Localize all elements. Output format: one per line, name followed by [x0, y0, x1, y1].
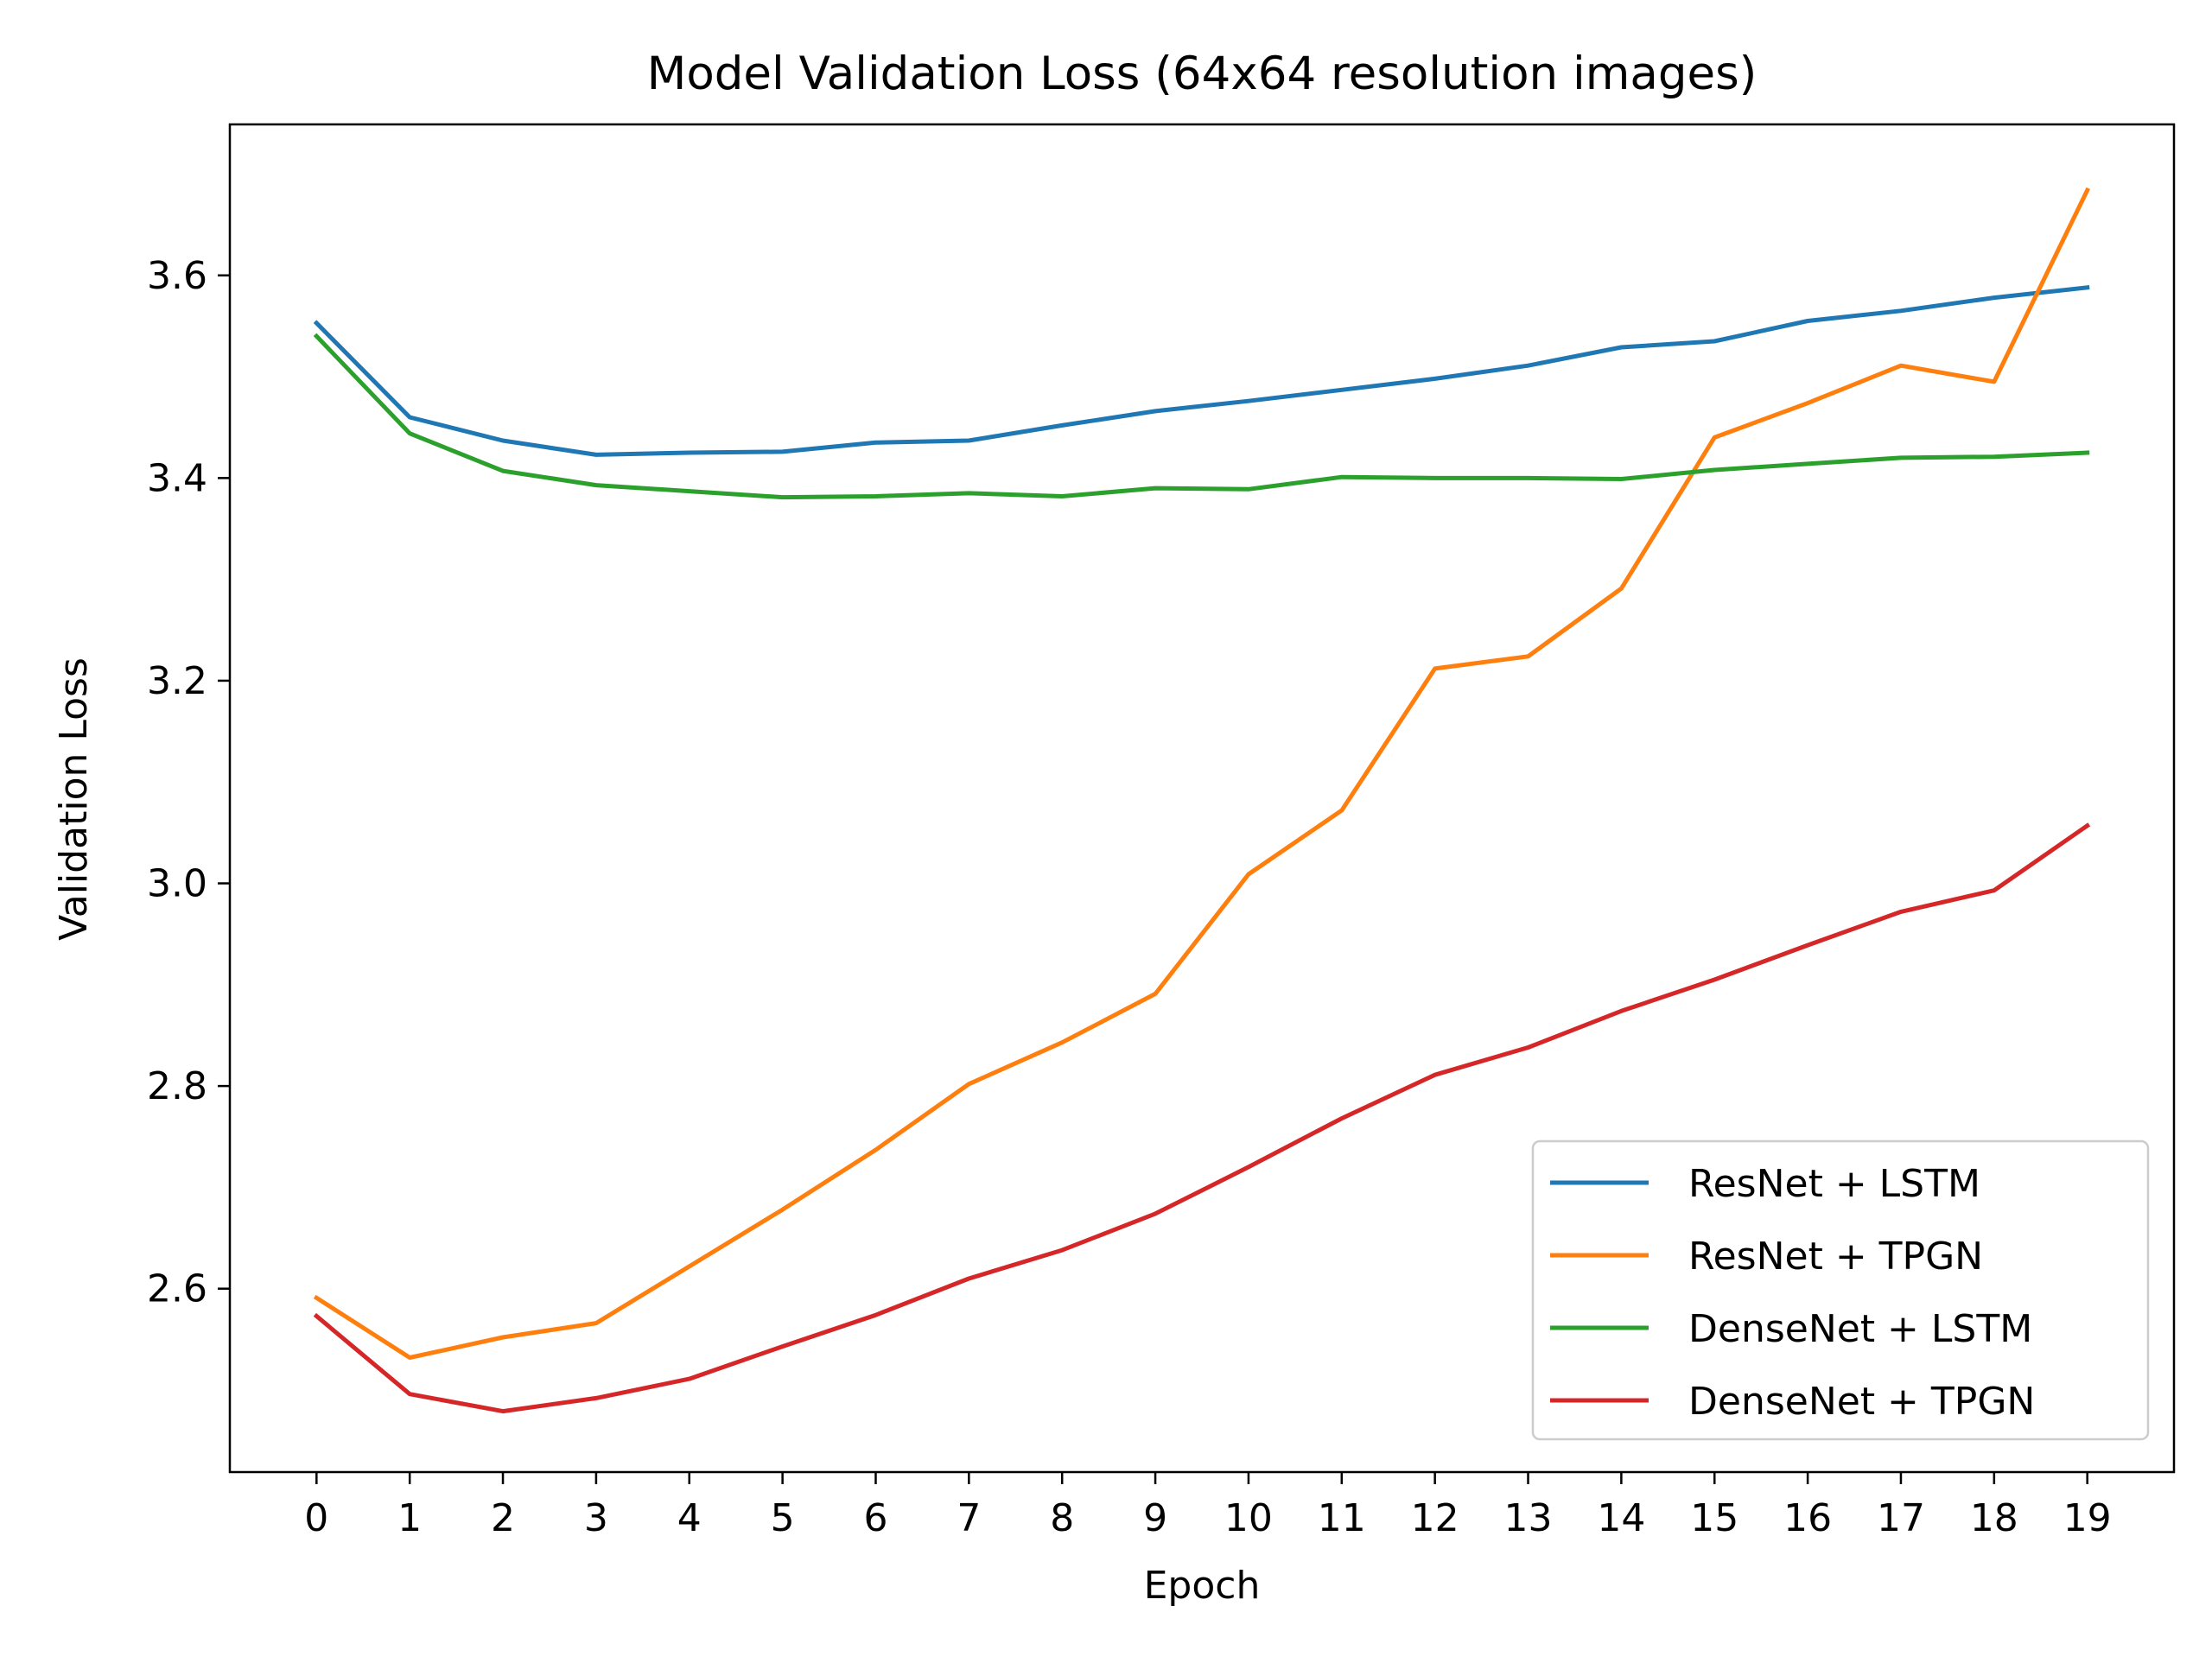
x-tick-label: 14 [1597, 1496, 1645, 1540]
x-tick-label: 17 [1877, 1496, 1925, 1540]
series-lines [313, 187, 2091, 1414]
x-tick-label: 11 [1318, 1496, 1366, 1540]
series-line-1 [313, 187, 2091, 1360]
series-line-3 [313, 822, 2091, 1414]
legend-label-2: DenseNet + LSTM [1688, 1307, 2032, 1351]
x-tick-label: 12 [1411, 1496, 1459, 1540]
x-tick-label: 13 [1504, 1496, 1553, 1540]
x-tick-label: 8 [1050, 1496, 1074, 1540]
y-tick-label: 3.4 [147, 456, 207, 500]
x-tick-label: 15 [1690, 1496, 1738, 1540]
x-tick-label: 9 [1143, 1496, 1167, 1540]
x-tick-label: 5 [771, 1496, 795, 1540]
y-tick-label: 2.8 [147, 1064, 207, 1108]
x-tick-label: 4 [677, 1496, 702, 1540]
x-tick-label: 2 [491, 1496, 515, 1540]
series-line-2 [313, 333, 2090, 500]
x-tick-label: 10 [1224, 1496, 1273, 1540]
y-tick-label: 3.2 [147, 659, 207, 703]
x-axis-label: Epoch [1144, 1564, 1261, 1608]
x-tick-label: 0 [304, 1496, 328, 1540]
x-axis-ticks: 0 1 2 3 4 5 6 7 8 9 10 11 12 13 14 15 16 17 18 19 [304, 1472, 2112, 1540]
legend-label-1: ResNet + TPGN [1688, 1235, 1983, 1279]
x-tick-label: 7 [957, 1496, 981, 1540]
chart-title: Model Validation Loss (64x64 resolution … [647, 48, 1758, 100]
x-tick-label: 1 [397, 1496, 422, 1540]
y-tick-label: 3.0 [147, 862, 207, 906]
x-tick-label: 6 [863, 1496, 887, 1540]
y-tick-label: 2.6 [147, 1267, 207, 1311]
plot-area-frame [228, 123, 2176, 1474]
x-tick-label: 16 [1783, 1496, 1832, 1540]
y-tick-label: 3.6 [147, 254, 207, 298]
x-tick-label: 19 [2063, 1496, 2112, 1540]
legend-label-3: DenseNet + TPGN [1688, 1380, 2035, 1424]
x-tick-label: 18 [1970, 1496, 2018, 1540]
legend-label-0: ResNet + LSTM [1688, 1162, 1980, 1206]
y-axis-label: Validation Loss [52, 657, 96, 941]
x-tick-label: 3 [584, 1496, 608, 1540]
legend: ResNet + LSTM ResNet + TPGN DenseNet + LST… [1531, 1139, 2150, 1441]
legend-box [1531, 1139, 2150, 1441]
y-axis-ticks: 2.6 2.8 3.0 3.2 3.4 3.6 [147, 254, 230, 1311]
series-line-0 [313, 285, 2090, 457]
